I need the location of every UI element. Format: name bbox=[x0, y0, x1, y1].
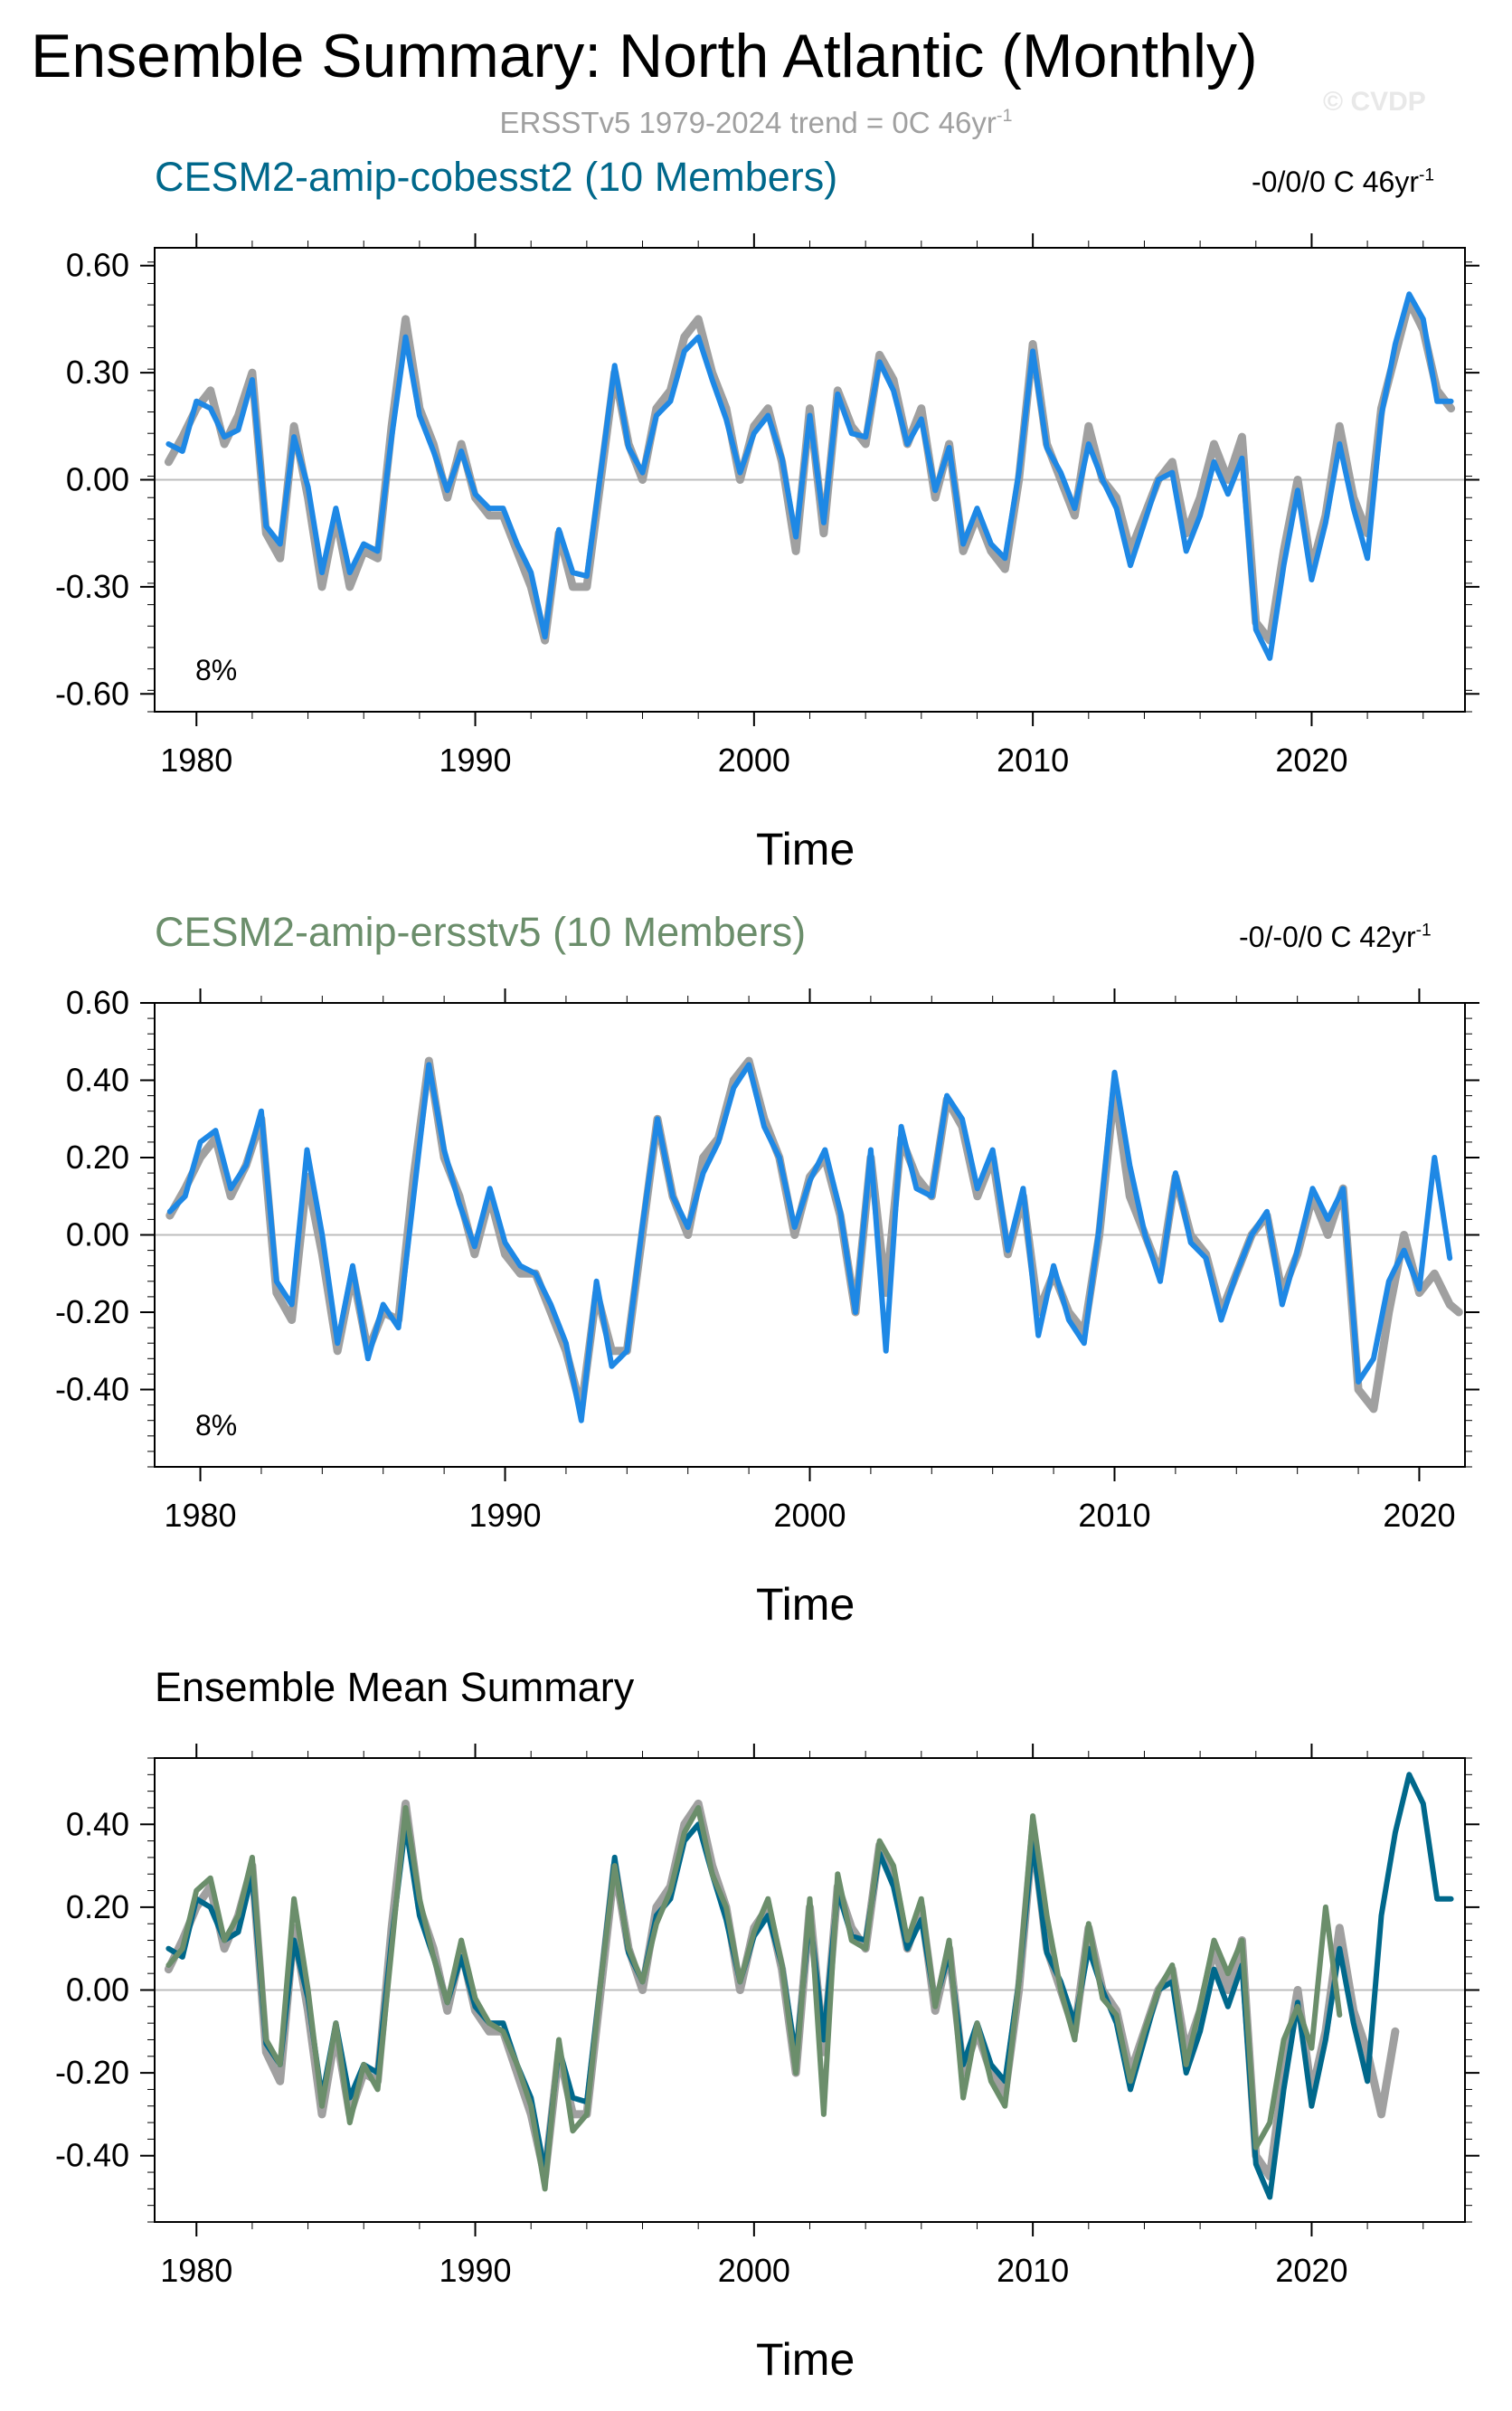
panel-2-xtick-label: 2020 bbox=[1383, 1497, 1455, 1534]
panel-2-series-ensemble-mean bbox=[166, 1062, 1453, 1423]
panel-3-ytick-label: 0.00 bbox=[66, 1971, 129, 2009]
observation-trend-subtitle: ERSSTv5 1979-2024 trend = 0C 46yr-1 bbox=[0, 106, 1512, 140]
panel-3-xtick-label: 2020 bbox=[1275, 2252, 1347, 2289]
panel-1-percent-label: 8% bbox=[195, 654, 238, 686]
panel-1-xtick-label: 1990 bbox=[439, 742, 511, 779]
panel-1-xtick-label: 2020 bbox=[1275, 742, 1347, 779]
panel-2-xtick-label: 2000 bbox=[773, 1497, 846, 1534]
panel-2-ytick-label: 0.20 bbox=[66, 1139, 129, 1176]
panel-1-trend-superscript: -1 bbox=[1418, 165, 1435, 185]
panel-2-xtick-label: 2010 bbox=[1078, 1497, 1150, 1534]
panel-1-xlabel: Time bbox=[756, 824, 855, 875]
panel-2-trend-superscript: -1 bbox=[1415, 921, 1432, 941]
panel-3-ytick-label: 0.20 bbox=[66, 1888, 129, 1925]
panel-3-xtick-label: 2000 bbox=[718, 2252, 790, 2289]
panel-1-ytick-label: 0.30 bbox=[66, 354, 129, 391]
panel-2-ytick-label: 0.00 bbox=[66, 1216, 129, 1253]
panel-2-xtick-label: 1980 bbox=[164, 1497, 236, 1534]
panel-3-ytick-label: -0.20 bbox=[55, 2054, 129, 2091]
panel-3-xtick-label: 1990 bbox=[439, 2252, 511, 2289]
panel-3-xtick-label: 2010 bbox=[997, 2252, 1069, 2289]
panel-2-ytick-label: 0.40 bbox=[66, 1062, 129, 1099]
panel-1-trend-text: -0/0/0 C 46yr bbox=[1252, 165, 1419, 198]
panel-1-xtick-label: 2000 bbox=[718, 742, 790, 779]
panel-1-xtick-label: 2010 bbox=[997, 742, 1069, 779]
panel-1-trend: -0/0/0 C 46yr-1 bbox=[1252, 165, 1434, 199]
panel-1-ytick-label: -0.60 bbox=[55, 675, 129, 712]
panel-1-series-ersstv5-observations bbox=[164, 297, 1456, 645]
panel-1-ytick-label: 0.60 bbox=[66, 247, 129, 284]
panel-2-trend: -0/-0/0 C 42yr-1 bbox=[1239, 921, 1432, 954]
page-title: Ensemble Summary: North Atlantic (Monthl… bbox=[31, 22, 1258, 90]
panel-1-ytick-label: -0.30 bbox=[55, 568, 129, 605]
panel-3-xtick-label: 1980 bbox=[160, 2252, 232, 2289]
panel-2-xlabel: Time bbox=[756, 1579, 855, 1630]
panel-3-series-cesm2-amip-ersstv5 bbox=[165, 1805, 1343, 2192]
panel-1-xtick-label: 1980 bbox=[160, 742, 232, 779]
panel-1-series-ensemble-mean bbox=[165, 291, 1454, 661]
panel-2-xtick-label: 1990 bbox=[468, 1497, 541, 1534]
panel-3-ytick-label: -0.40 bbox=[55, 2137, 129, 2174]
panel-2-ytick-label: 0.60 bbox=[66, 984, 129, 1021]
observation-trend-text: ERSSTv5 1979-2024 trend = 0C 46yr bbox=[499, 106, 997, 139]
panel-2-ytick-label: -0.40 bbox=[55, 1371, 129, 1408]
panel-1-ytick-label: 0.00 bbox=[66, 461, 129, 498]
panel-3-title: Ensemble Mean Summary bbox=[155, 1664, 635, 1710]
panel-3-ytick-label: 0.40 bbox=[66, 1805, 129, 1842]
observation-trend-superscript: -1 bbox=[996, 106, 1013, 127]
panel-2-title: CESM2-amip-ersstv5 (10 Members) bbox=[155, 909, 807, 955]
panel-2-trend-text: -0/-0/0 C 42yr bbox=[1239, 921, 1416, 953]
panel-2-ytick-label: -0.20 bbox=[55, 1293, 129, 1330]
panel-3-xlabel: Time bbox=[756, 2334, 855, 2385]
panel-1-title: CESM2-amip-cobesst2 (10 Members) bbox=[155, 154, 838, 200]
panel-3-series-cesm2-amip-cobesst2 bbox=[165, 1772, 1454, 2200]
panel-2-percent-label: 8% bbox=[195, 1409, 238, 1442]
cvdp-watermark: © CVDP bbox=[1323, 87, 1426, 117]
